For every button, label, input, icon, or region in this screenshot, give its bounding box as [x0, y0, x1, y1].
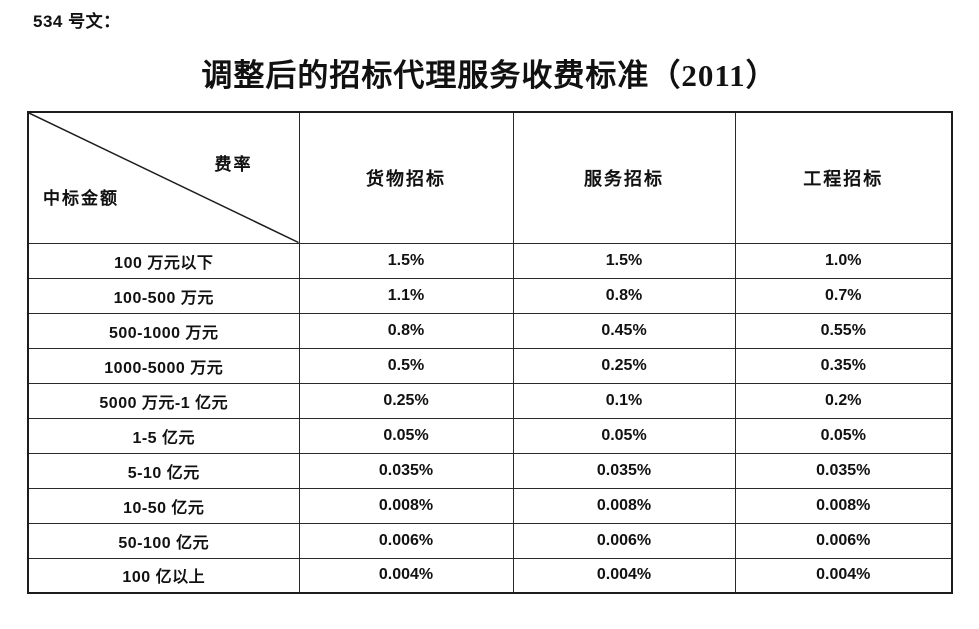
table-row: 100 亿以上 0.004% 0.004% 0.004% — [27, 557, 953, 594]
column-header-services: 服务招标 — [512, 111, 736, 244]
rate-value-cell: 0.05% — [298, 417, 514, 454]
amount-range-cell: 5000 万元-1 亿元 — [27, 382, 300, 419]
amount-range-cell: 100-500 万元 — [27, 277, 300, 314]
rate-value-cell: 0.2% — [734, 382, 953, 419]
rate-value-cell: 0.55% — [734, 312, 953, 349]
table-row: 500-1000 万元 0.8% 0.45% 0.55% — [27, 312, 953, 349]
rate-value-cell: 0.004% — [734, 557, 953, 594]
diagonal-header-cell: 费率 中标金额 — [27, 111, 300, 244]
rate-value-cell: 0.008% — [298, 487, 514, 524]
rate-value-cell: 0.7% — [734, 277, 953, 314]
corner-label-amount: 中标金额 — [43, 188, 119, 208]
rate-value-cell: 0.25% — [512, 347, 736, 384]
column-header-goods: 货物招标 — [298, 111, 514, 244]
rate-value-cell: 0.004% — [512, 557, 736, 594]
table-row: 50-100 亿元 0.006% 0.006% 0.006% — [27, 522, 953, 559]
rate-value-cell: 0.008% — [512, 487, 736, 524]
table-row: 100 万元以下 1.5% 1.5% 1.0% — [27, 242, 953, 279]
amount-range-cell: 100 亿以上 — [27, 557, 300, 594]
rate-value-cell: 0.05% — [734, 417, 953, 454]
rate-value-cell: 0.05% — [512, 417, 736, 454]
rate-value-cell: 0.035% — [734, 452, 953, 489]
rate-value-cell: 0.035% — [298, 452, 514, 489]
amount-range-cell: 1-5 亿元 — [27, 417, 300, 454]
rate-value-cell: 1.5% — [512, 242, 736, 279]
header-row: 费率 中标金额 货物招标 服务招标 工程招标 — [27, 111, 953, 244]
rate-value-cell: 0.006% — [298, 522, 514, 559]
rate-value-cell: 0.006% — [734, 522, 953, 559]
table-row: 5-10 亿元 0.035% 0.035% 0.035% — [27, 452, 953, 489]
amount-range-cell: 500-1000 万元 — [27, 312, 300, 349]
rate-value-cell: 0.1% — [512, 382, 736, 419]
rate-value-cell: 0.5% — [298, 347, 514, 384]
rate-value-cell: 0.008% — [734, 487, 953, 524]
fee-rate-table: 费率 中标金额 货物招标 服务招标 工程招标 100 万元以下 1.5% 1.5% 1… — [27, 111, 953, 594]
rate-value-cell: 0.8% — [298, 312, 514, 349]
table-row: 10-50 亿元 0.008% 0.008% 0.008% — [27, 487, 953, 524]
page-title: 调整后的招标代理服务收费标准（2011） — [201, 58, 778, 93]
amount-range-cell: 10-50 亿元 — [27, 487, 300, 524]
rate-value-cell: 0.25% — [298, 382, 514, 419]
table-row: 1000-5000 万元 0.5% 0.25% 0.35% — [27, 347, 953, 384]
table-row: 100-500 万元 1.1% 0.8% 0.7% — [27, 277, 953, 314]
rate-value-cell: 1.1% — [298, 277, 514, 314]
doc-number-label: 534 号文： — [33, 12, 121, 31]
column-header-engineering: 工程招标 — [734, 111, 953, 244]
fee-table-body: 100 万元以下 1.5% 1.5% 1.0% 100-500 万元 1.1% 0.8% 0.… — [27, 242, 953, 594]
rate-value-cell: 1.5% — [298, 242, 514, 279]
amount-range-cell: 50-100 亿元 — [27, 522, 300, 559]
rate-value-cell: 0.35% — [734, 347, 953, 384]
table-row: 1-5 亿元 0.05% 0.05% 0.05% — [27, 417, 953, 454]
rate-value-cell: 0.006% — [512, 522, 736, 559]
rate-value-cell: 0.8% — [512, 277, 736, 314]
diagonal-divider-line — [29, 113, 299, 243]
amount-range-cell: 5-10 亿元 — [27, 452, 300, 489]
amount-range-cell: 1000-5000 万元 — [27, 347, 300, 384]
rate-value-cell: 0.45% — [512, 312, 736, 349]
corner-label-rate: 费率 — [214, 155, 253, 174]
rate-value-cell: 1.0% — [734, 242, 953, 279]
table-row: 5000 万元-1 亿元 0.25% 0.1% 0.2% — [27, 382, 953, 419]
amount-range-cell: 100 万元以下 — [27, 242, 300, 279]
rate-value-cell: 0.035% — [512, 452, 736, 489]
rate-value-cell: 0.004% — [298, 557, 514, 594]
